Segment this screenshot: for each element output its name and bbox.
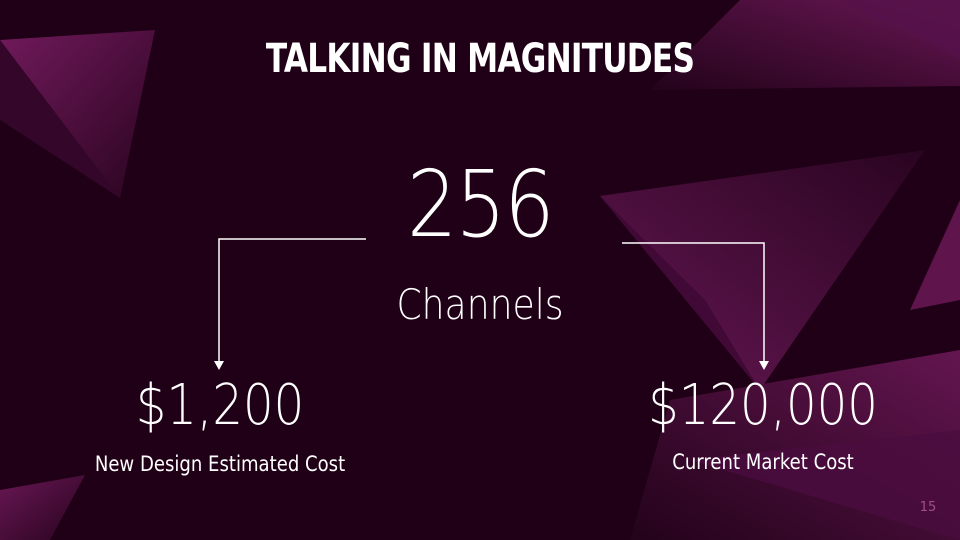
right-arrowhead <box>759 361 769 370</box>
shape-top-left-2 <box>0 40 120 198</box>
left-caption: New Design Estimated Cost <box>94 452 346 476</box>
left-connector <box>218 238 366 362</box>
slide-title: TALKING IN MAGNITUDES <box>265 36 695 82</box>
headline-label: Channels <box>396 280 564 329</box>
right-value: $120,000 <box>648 373 878 438</box>
headline-value: 256 <box>407 151 555 258</box>
shape-mid-right-2 <box>600 196 760 390</box>
left-value: $1,200 <box>135 373 305 438</box>
shape-mid-right-3 <box>910 200 960 310</box>
shape-bottom-right-2 <box>690 430 960 540</box>
shape-mid-right <box>600 150 925 390</box>
right-caption: Current Market Cost <box>672 450 854 474</box>
page-number: 15 <box>919 500 937 515</box>
left-arrowhead <box>214 361 224 370</box>
shape-top-left <box>0 30 155 198</box>
right-connector <box>622 242 765 362</box>
shape-bottom-left <box>0 475 85 540</box>
shape-top-right-2 <box>840 0 960 60</box>
shape-top-right <box>650 0 960 90</box>
